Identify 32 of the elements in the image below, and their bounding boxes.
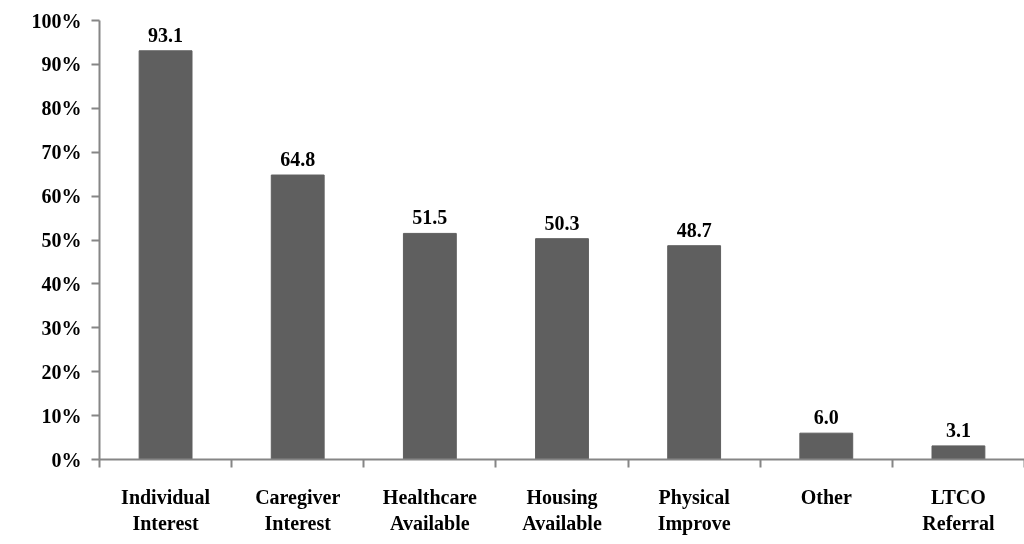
x-tick-label: Caregiver Interest (255, 485, 341, 534)
bar (667, 245, 722, 460)
data-label: 50.3 (544, 211, 580, 234)
bar (138, 50, 193, 460)
x-tick-label: LTCO Referral (922, 485, 995, 534)
bar (270, 174, 325, 460)
y-tick-label: 20% (41, 360, 82, 383)
y-tick-label: 0% (51, 448, 82, 471)
y-tick-label: 100% (31, 9, 82, 32)
bar (535, 238, 589, 460)
y-tick-label: 60% (41, 185, 82, 208)
y-tick-label: 90% (41, 53, 82, 76)
data-label: 51.5 (412, 206, 448, 229)
data-label: 64.8 (280, 148, 316, 171)
bar (931, 445, 986, 460)
y-tick-label: 40% (41, 272, 82, 295)
x-tick-label: Healthcare Available (382, 485, 477, 534)
x-tick-label: Housing Available (522, 485, 602, 534)
y-tick-label: 30% (41, 316, 82, 339)
y-tick-label: 10% (41, 404, 82, 427)
x-tick-label: Other (800, 485, 852, 508)
data-label: 6.0 (813, 406, 839, 429)
data-label: 93.1 (148, 23, 184, 46)
y-tick-label: 50% (41, 229, 82, 251)
x-tick-label: Individual Interest (121, 485, 211, 534)
bar (402, 232, 457, 460)
data-label: 3.1 (945, 418, 971, 441)
data-label: 48.7 (676, 218, 712, 241)
bar (799, 432, 854, 460)
y-tick-label: 80% (41, 97, 82, 120)
y-tick-label: 70% (41, 141, 82, 164)
x-tick-label: Physical Improve (657, 485, 731, 535)
